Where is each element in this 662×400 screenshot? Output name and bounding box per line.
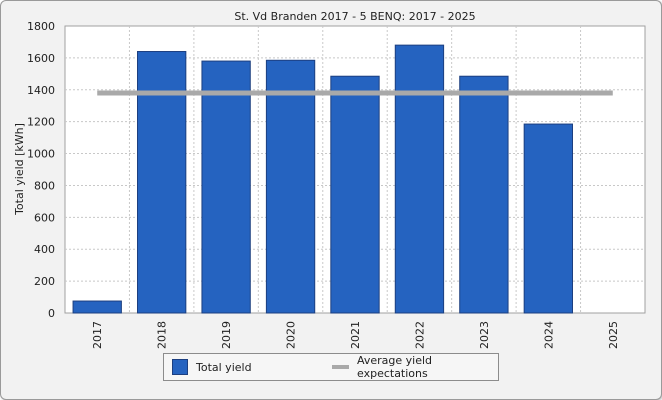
bar-2017 [72,300,122,314]
bar-2023 [459,75,509,314]
x-tick-label: 2025 [607,321,620,349]
x-tick-label: 2018 [156,321,169,349]
legend-label-average-yield-expectations: Average yield expectations [357,354,433,380]
bar-2022 [394,44,445,314]
y-tick-label: 400 [34,243,55,256]
x-tick-label: 2019 [220,321,233,349]
y-tick-label: 600 [34,211,55,224]
legend-swatch-total-yield [172,359,188,375]
y-axis: 0 200 400 600 800 1000 1200 1400 1600 1800 [27,20,55,320]
x-tick-label: 2017 [91,321,104,349]
x-tick-label: 2023 [478,321,491,349]
y-tick-label: 200 [34,275,55,288]
y-tick-label: 1600 [27,52,55,65]
x-tick-label: 2020 [285,321,298,349]
legend: Total yield Average yield expectations [163,353,499,381]
y-tick-label: 800 [34,179,55,192]
legend-swatch-average-yield-expectations [332,365,349,369]
bar-2020 [265,59,316,314]
y-tick-label: 0 [48,307,55,320]
x-tick-label: 2021 [349,321,362,349]
chart-title: St. Vd Branden 2017 - 5 BENQ: 2017 - 202… [234,10,475,23]
legend-item-total-yield: Total yield [172,354,252,380]
x-axis: 2017 2018 2019 2020 2021 2022 2023 2024 2025 [91,321,620,349]
legend-item-average-yield-expectations: Average yield expectations [332,354,498,380]
legend-label-total-yield: Total yield [196,360,252,374]
x-tick-label: 2024 [542,321,555,349]
bar-2024 [523,123,574,314]
y-axis-label: Total yield [kWh] [13,123,26,216]
bar-2021 [330,75,380,314]
y-tick-label: 1400 [27,84,55,97]
y-tick-label: 1200 [27,116,55,129]
y-tick-label: 1000 [27,148,55,161]
x-tick-label: 2022 [413,321,426,349]
y-tick-label: 1800 [27,20,55,33]
bar-2019 [201,60,251,314]
